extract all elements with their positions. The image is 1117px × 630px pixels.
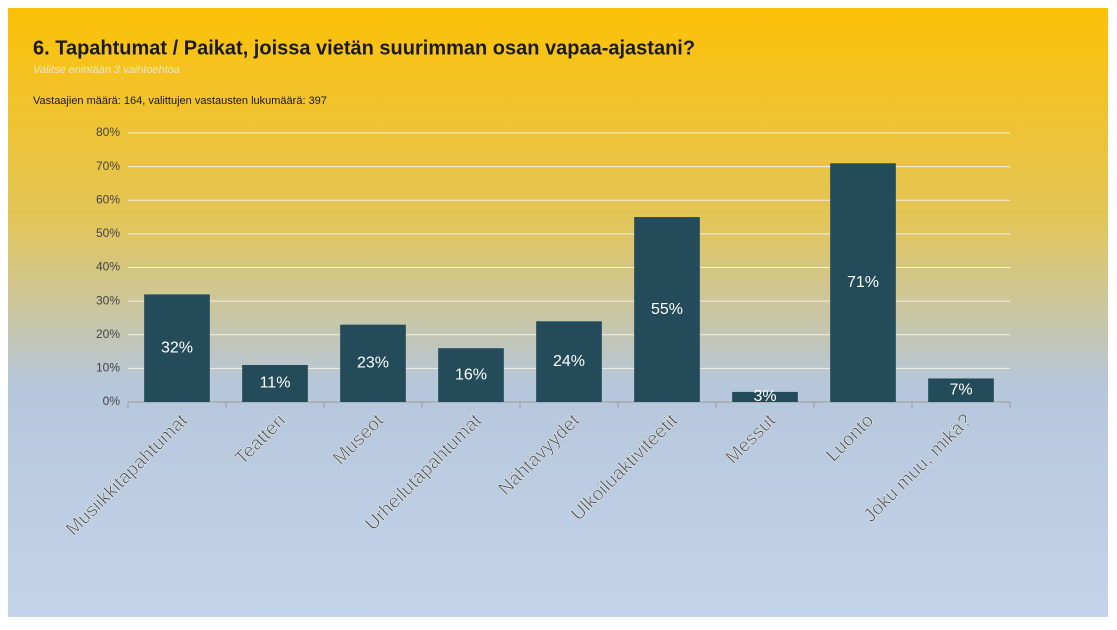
y-tick-label: 30% xyxy=(96,293,120,307)
y-tick-label: 10% xyxy=(96,361,120,375)
y-tick-label: 40% xyxy=(96,260,120,274)
data-label: 71% xyxy=(847,274,879,291)
bar xyxy=(438,348,504,402)
bar xyxy=(634,217,700,402)
y-tick-label: 70% xyxy=(96,159,120,173)
data-label: 55% xyxy=(651,301,683,318)
chart-title: 6. Tapahtumat / Paikat, joissa vietän su… xyxy=(33,37,695,59)
annotation: Vastaajien määrä: 164, valittujen vastau… xyxy=(33,95,327,107)
y-tick-label: 80% xyxy=(96,125,120,139)
y-tick-label: 0% xyxy=(103,394,121,408)
data-label: 7% xyxy=(949,381,972,398)
data-label: 11% xyxy=(260,375,291,392)
data-label: 23% xyxy=(357,355,389,372)
bar xyxy=(340,324,406,402)
data-label: 32% xyxy=(161,339,193,356)
y-tick-label: 50% xyxy=(96,226,120,240)
data-label: 24% xyxy=(553,353,585,370)
bar xyxy=(242,365,308,402)
bar xyxy=(732,391,798,402)
bar xyxy=(830,163,896,402)
bar xyxy=(144,294,210,402)
y-tick-label: 60% xyxy=(96,192,120,206)
bar xyxy=(928,378,994,402)
y-tick-label: 20% xyxy=(96,327,120,341)
bar xyxy=(536,321,602,402)
data-label: 16% xyxy=(455,366,487,383)
data-label: 3% xyxy=(753,388,776,405)
chart-subtitle: Valitse enintään 3 vaihtoehtoa xyxy=(33,64,180,76)
